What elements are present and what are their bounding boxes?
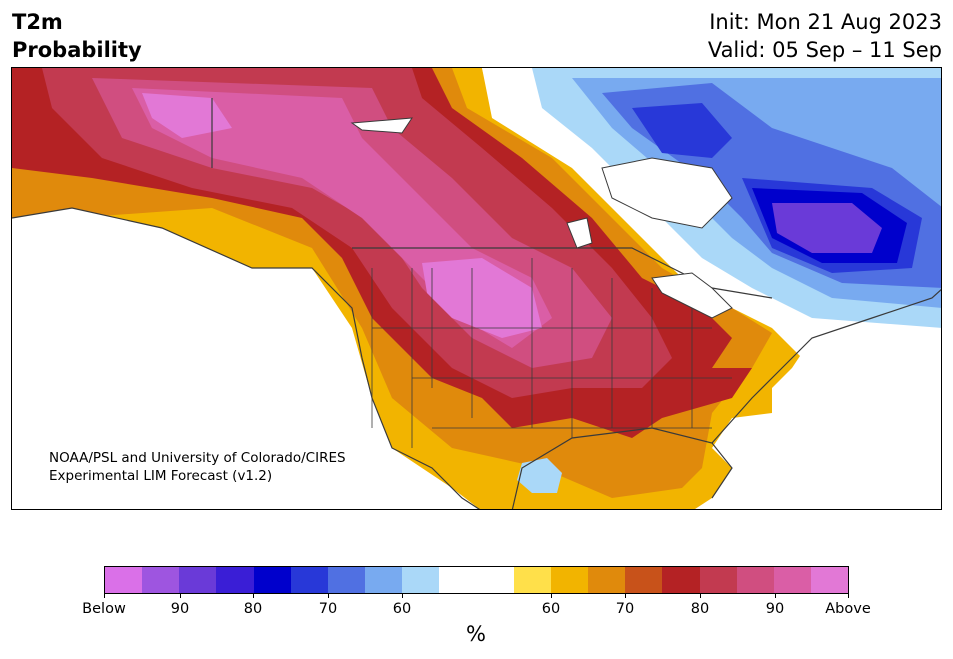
ocean-patch-west <box>12 208 480 509</box>
map-panel <box>11 67 942 510</box>
colorbar-tick-label: 60 <box>541 601 561 617</box>
great-lakes <box>651 272 733 319</box>
colorbar-tick-mark <box>253 594 254 598</box>
colorbar-swatch <box>105 567 143 593</box>
colorbar-swatch <box>773 567 811 593</box>
colorbar-tick-mark <box>402 594 403 598</box>
colorbar-swatch <box>588 567 626 593</box>
colorbar-swatch <box>699 567 737 593</box>
map-title: T2m Probability <box>12 8 142 64</box>
colorbar-tick-label: 80 <box>243 601 263 617</box>
colorbar-tick-mark <box>848 594 849 598</box>
colorbar-swatch <box>179 567 217 593</box>
colorbar-tick-label: 70 <box>318 601 338 617</box>
colorbar-tick-mark <box>625 594 626 598</box>
hudson-bay <box>601 157 733 229</box>
east-coastline <box>711 289 941 444</box>
warm-region-peak-2 <box>142 93 232 138</box>
colorbar-swatch <box>736 567 774 593</box>
colorbar-tick-mark <box>551 594 552 598</box>
colorbar-swatch <box>290 567 328 593</box>
warm-region-peak <box>422 258 542 338</box>
valid-date: Valid: 05 Sep – 11 Sep <box>707 38 942 62</box>
us-canada-border <box>352 247 773 299</box>
colorbar-tick-label: Below <box>82 601 126 617</box>
inland-water <box>350 117 733 319</box>
credit-line-2: Experimental LIM Forecast (v1.2) <box>49 468 273 484</box>
colorbar-unit: % <box>466 622 486 646</box>
colorbar-swatch <box>327 567 366 593</box>
title-line-1: T2m <box>12 10 63 34</box>
coastlines-and-borders <box>12 98 941 509</box>
colorbar-tick-mark <box>700 594 701 598</box>
colorbar-swatch <box>216 567 254 593</box>
colorbar-tick-label: 60 <box>392 601 412 617</box>
colorbar-tick-mark <box>180 594 181 598</box>
probability-map <box>12 68 941 509</box>
colorbar-swatch <box>476 567 514 593</box>
title-line-2: Probability <box>12 38 142 62</box>
colorbar <box>104 566 849 594</box>
gulf-cool-spot <box>517 458 562 493</box>
init-date: Init: Mon 21 Aug 2023 <box>709 10 942 34</box>
colorbar-swatch <box>550 567 589 593</box>
colorbar-tick-label: Above <box>825 601 871 617</box>
colorbar-swatch <box>365 567 403 593</box>
colorbar-swatch <box>402 567 440 593</box>
colorbar-tick-mark <box>328 594 329 598</box>
great-slave-lake <box>350 117 413 134</box>
colorbar-swatch <box>810 567 849 593</box>
cool-region-core <box>772 203 882 253</box>
colorbar-tick-label: 90 <box>765 601 785 617</box>
colorbar-swatch <box>253 567 291 593</box>
colorbar-tick-mark <box>775 594 776 598</box>
lake-winnipeg <box>566 217 593 249</box>
credit-text: NOAA/PSL and University of Colorado/CIRE… <box>49 449 346 485</box>
colorbar-tick-label: 80 <box>690 601 710 617</box>
colorbar-swatch <box>439 567 477 593</box>
colorbar-tick-label: 70 <box>615 601 635 617</box>
colorbar-swatch <box>662 567 700 593</box>
state-borders <box>371 258 732 448</box>
colorbar-tick-mark <box>104 594 105 598</box>
colorbar-swatch <box>513 567 551 593</box>
colorbar-swatch <box>142 567 180 593</box>
west-coastline <box>12 207 481 509</box>
colorbar-swatch <box>625 567 663 593</box>
forecast-dates: Init: Mon 21 Aug 2023 Valid: 05 Sep – 11… <box>708 8 942 64</box>
credit-line-1: NOAA/PSL and University of Colorado/CIRE… <box>49 450 346 466</box>
colorbar-tick-label: 90 <box>170 601 190 617</box>
